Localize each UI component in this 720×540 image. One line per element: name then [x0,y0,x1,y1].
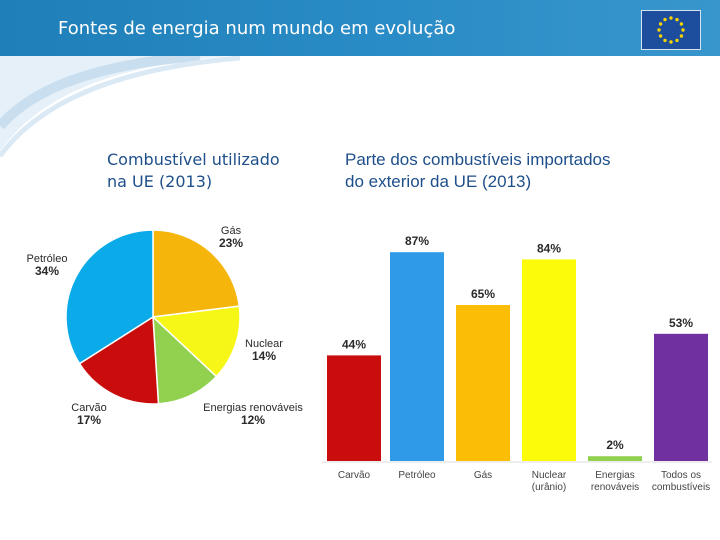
pie-label-2: Energias renováveis [203,402,303,414]
bar-value-4: 2% [606,438,624,452]
bar-category-3-0: Nuclear [532,470,567,481]
bar-category-4-0: Energias [595,470,634,481]
eu-star-icon [663,17,667,22]
pie-slice-4 [65,229,154,365]
pie-slice-2 [152,315,218,405]
eu-star-icon [681,28,685,32]
bar-category-4-1: renováveis [591,482,639,493]
eu-star-icon [679,22,684,26]
bar-value-5: 53% [669,316,693,330]
eu-flag-logo [641,10,701,50]
header-bar: Fontes de energia num mundo em evolução [0,0,720,56]
bar-3 [522,259,576,461]
eu-star-icon [663,38,667,43]
bar-category-5-0: Todos os [661,470,701,481]
bar-4 [588,456,642,461]
eu-star-icon [675,38,679,43]
pie-pct-4: 34% [35,264,59,278]
pie-slice-1 [151,305,241,378]
pie-label-0: Gás [221,225,242,237]
bar-0 [327,355,381,461]
eu-star-icon [675,17,679,22]
bar-title-line-1: Parte dos combustíveis importados [345,150,611,169]
pie-pct-1: 14% [252,349,276,363]
eu-star-icon [658,34,663,38]
bar-1 [390,252,444,461]
bar-category-2-0: Gás [474,470,492,481]
bar-category-5-1: combustíveis [652,482,710,493]
pie-slice-3 [78,315,160,405]
eu-stars-icon [657,16,685,44]
page-title: Fontes de energia num mundo em evolução [58,18,456,39]
pie-title-line-2: na UE (2013) [107,172,213,191]
bar-5 [654,333,708,461]
pie-label-1: Nuclear [245,338,283,350]
pie-label-4: Petróleo [27,253,68,265]
bar-category-1-0: Petróleo [398,470,436,481]
bar-2 [456,305,510,461]
eu-star-icon [669,16,673,20]
eu-star-icon [658,22,663,26]
bar-value-1: 87% [405,234,429,248]
eu-star-icon [679,34,684,38]
pie-pct-3: 17% [77,413,101,427]
eu-star-icon [669,40,673,44]
decorative-swoosh [0,56,240,158]
bar-value-3: 84% [537,241,561,255]
bar-title-line-2: do exterior da UE (2013) [345,172,532,191]
bar-value-2: 65% [471,287,495,301]
pie-slice-0 [152,229,241,318]
bar-chart-title: Parte dos combustíveis importados do ext… [345,149,705,193]
pie-pct-0: 23% [219,236,243,250]
pie-title-line-1: Combustível utilizado [107,150,280,169]
bar-category-3-1: (urânio) [532,482,566,493]
pie-pct-2: 12% [241,413,265,427]
pie-label-3: Carvão [71,402,106,414]
bar-category-0-0: Carvão [338,470,371,481]
eu-star-icon [657,28,661,32]
bar-value-0: 44% [342,337,366,351]
pie-chart-title: Combustível utilizado na UE (2013) [107,149,337,193]
